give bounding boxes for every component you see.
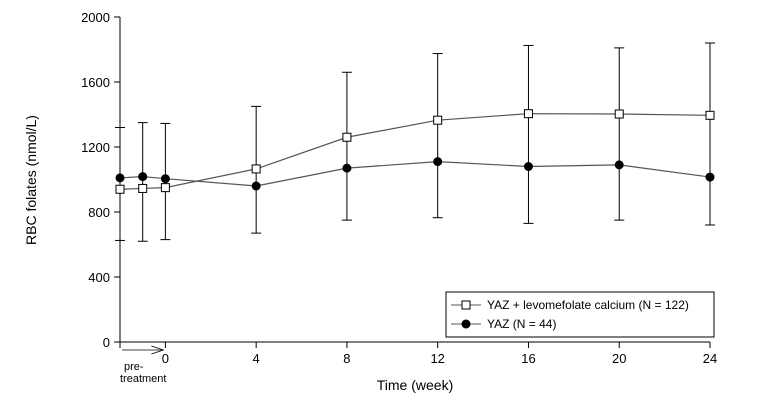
data-point-yaz (342, 163, 352, 173)
data-point-yaz (251, 181, 261, 191)
data-point-yaz (138, 172, 148, 182)
y-tick-label: 1200 (81, 140, 110, 155)
data-point-yaz (115, 173, 125, 183)
data-point-yaz-levomefolate (138, 183, 148, 193)
data-point-yaz-levomefolate (433, 115, 443, 125)
error-bars-layer (115, 42, 715, 242)
series-line-1 (119, 113, 711, 190)
markers-layer (115, 109, 715, 194)
legend-box (445, 291, 715, 338)
pretreatment-label-line1: pre- (124, 361, 144, 373)
data-point-yaz (433, 157, 443, 167)
data-point-yaz (160, 174, 170, 184)
legend-label-series-2: YAZ (N = 44) (487, 317, 556, 331)
data-point-yaz (614, 160, 624, 170)
data-point-yaz-levomefolate (160, 183, 170, 193)
data-point-yaz (705, 172, 715, 182)
pretreatment-arrowhead (151, 345, 165, 355)
x-axis-label: Time (week) (377, 377, 454, 393)
x-tick-label: 8 (343, 351, 350, 366)
y-tick-label: 1600 (81, 75, 110, 90)
data-point-yaz-levomefolate (115, 184, 125, 194)
legend-marker-series-2 (461, 319, 471, 329)
x-tick-label: 4 (253, 351, 260, 366)
y-tick-label: 800 (88, 205, 110, 220)
x-tick-label: 24 (703, 351, 717, 366)
x-tick-label: 0 (162, 351, 169, 366)
pretreatment-label-line2: treatment (120, 373, 166, 385)
data-point-yaz-levomefolate (614, 109, 624, 119)
x-tick-label: 20 (612, 351, 626, 366)
axes-layer: 0 400 800 1200 1600 2000 0 4 8 12 16 20 24 (81, 10, 717, 366)
legend: YAZ + levomefolate calcium (N = 122) YAZ… (445, 291, 715, 338)
data-point-yaz-levomefolate (342, 132, 352, 142)
y-tick-label: 0 (103, 335, 110, 350)
x-tick-label: 16 (521, 351, 535, 366)
series-lines-layer (119, 113, 711, 190)
data-point-yaz-levomefolate (523, 109, 533, 119)
data-point-yaz-levomefolate (705, 110, 715, 120)
y-tick-label: 2000 (81, 10, 110, 25)
y-axis-label: RBC folates (nmol/L) (23, 115, 39, 245)
x-tick-label: 12 (430, 351, 444, 366)
legend-marker-series-1 (461, 300, 471, 310)
data-point-yaz-levomefolate (251, 164, 261, 174)
legend-label-series-1: YAZ + levomefolate calcium (N = 122) (487, 298, 689, 312)
y-tick-label: 400 (88, 270, 110, 285)
data-point-yaz (523, 162, 533, 171)
